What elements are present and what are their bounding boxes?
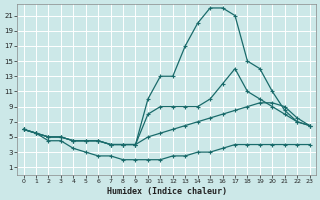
X-axis label: Humidex (Indice chaleur): Humidex (Indice chaleur) bbox=[107, 187, 227, 196]
